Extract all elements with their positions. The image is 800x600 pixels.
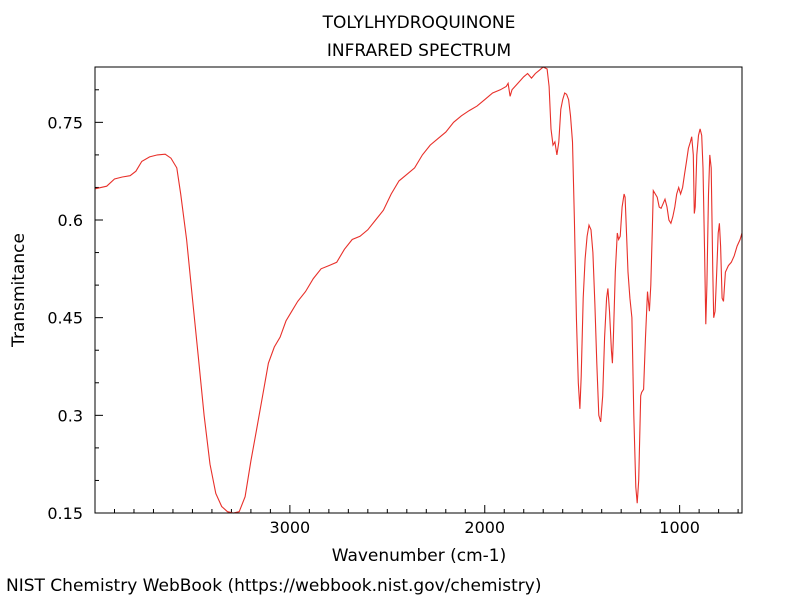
plot-frame xyxy=(94,66,743,514)
x-tick-label: 2000 xyxy=(464,518,505,537)
x-axis-label: Wavenumber (cm-1) xyxy=(332,546,507,566)
y-axis-label: Transmitance xyxy=(9,233,29,348)
y-tick-label: 0.75 xyxy=(47,113,83,132)
y-tick-label: 0.3 xyxy=(58,406,83,425)
source-credit: NIST Chemistry WebBook (https://webbook.… xyxy=(6,576,542,596)
axis-ticks: 3000 2000 1000 0.15 0.3 0.45 0.6 0.75 xyxy=(47,89,739,537)
ir-spectrum-chart: TOLYLHYDROQUINONE INFRARED SPECTRUM 3000… xyxy=(9,13,743,566)
y-tick-label: 0.45 xyxy=(47,309,83,328)
x-tick-label: 1000 xyxy=(659,518,700,537)
y-tick-label: 0.6 xyxy=(58,211,83,230)
x-tick-label: 3000 xyxy=(270,518,311,537)
chart-subtitle: INFRARED SPECTRUM xyxy=(327,41,511,61)
series-line-transmitance xyxy=(94,66,743,514)
chart-title: TOLYLHYDROQUINONE xyxy=(322,13,516,33)
y-tick-label: 0.15 xyxy=(47,504,83,523)
